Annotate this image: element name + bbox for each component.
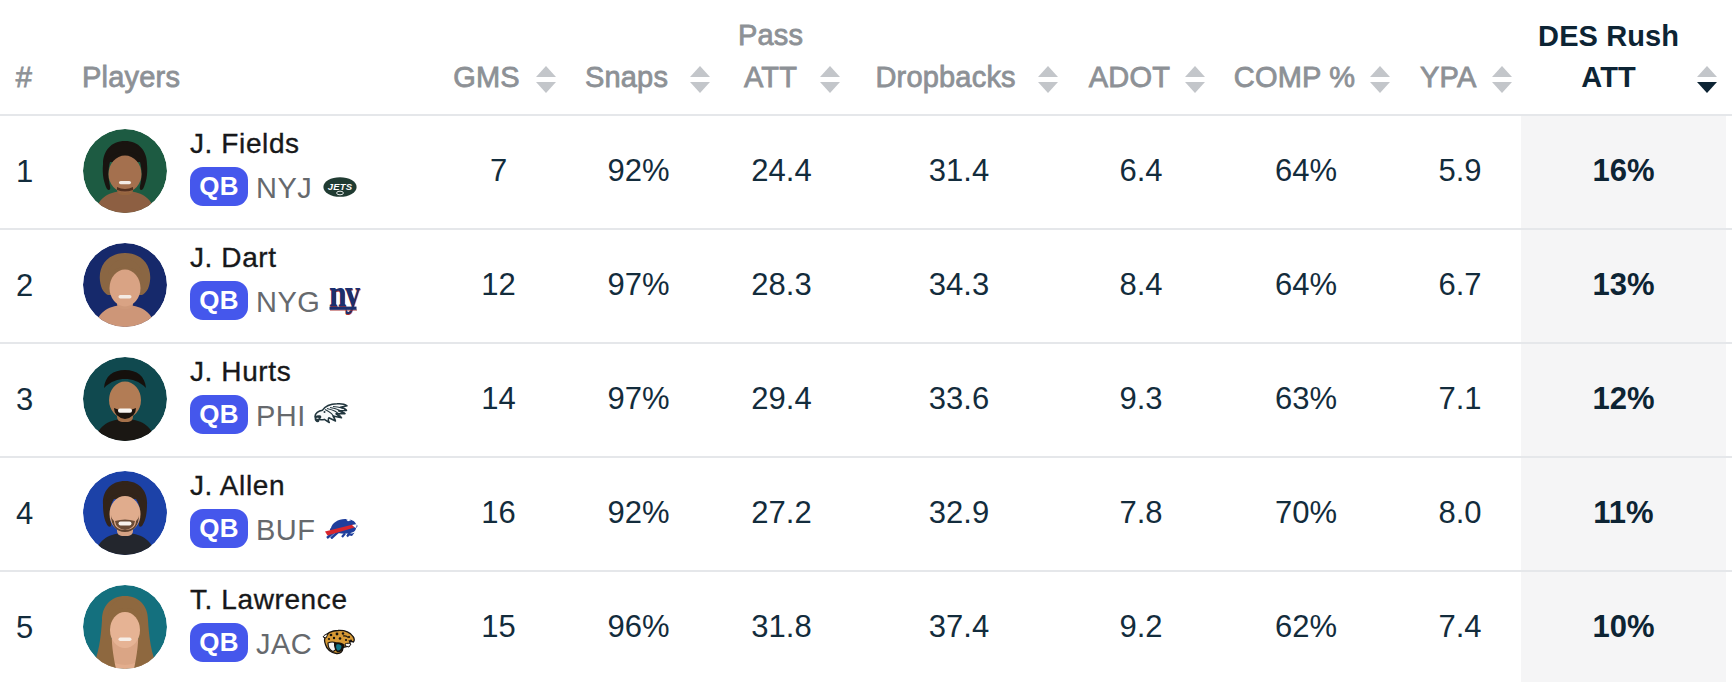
svg-text:JETS: JETS: [328, 181, 353, 192]
